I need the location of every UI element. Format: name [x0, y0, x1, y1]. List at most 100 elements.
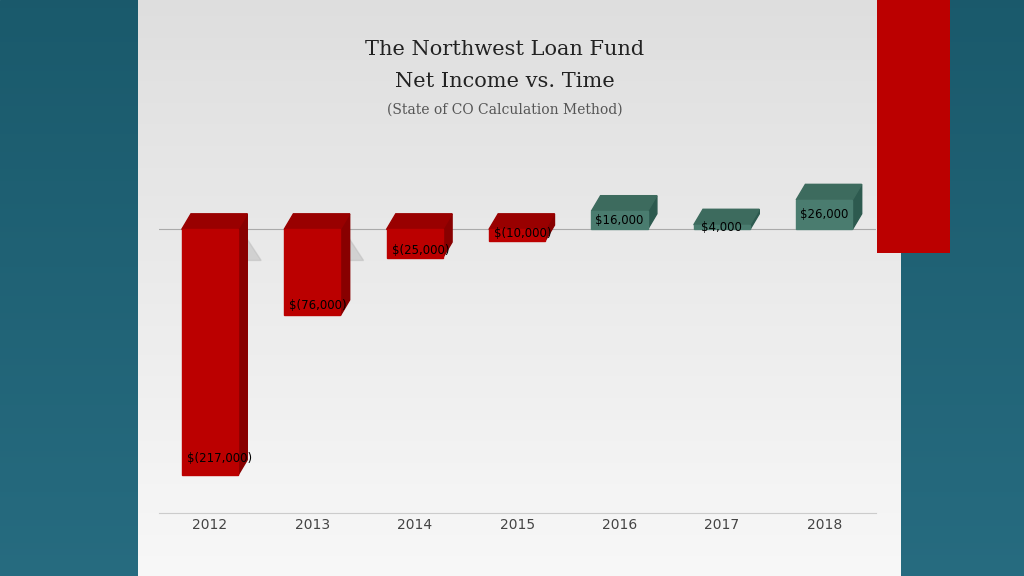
Bar: [0, 242, 1024, 248]
Bar: [0, 230, 1024, 236]
Bar: [0, 265, 1024, 271]
Bar: [0, 248, 1024, 253]
Bar: [138, 403, 901, 410]
Bar: [0, 104, 1024, 109]
Text: Net Income vs. Time: Net Income vs. Time: [394, 72, 614, 91]
Bar: [138, 237, 901, 245]
Polygon shape: [184, 229, 261, 260]
Bar: [0, 392, 1024, 397]
Bar: [0, 294, 1024, 300]
Bar: [0, 415, 1024, 420]
Bar: [138, 86, 901, 93]
Bar: [0, 484, 1024, 490]
Bar: [138, 58, 901, 65]
Bar: [0, 518, 1024, 524]
Bar: [0, 202, 1024, 207]
Bar: [0, 420, 1024, 426]
Bar: [0, 559, 1024, 564]
Bar: [0, 207, 1024, 213]
Bar: [138, 490, 901, 497]
Bar: [138, 569, 901, 576]
Bar: [138, 439, 901, 446]
Bar: [138, 14, 901, 22]
Bar: [0, 52, 1024, 58]
Bar: [0, 346, 1024, 351]
Bar: [138, 187, 901, 195]
Bar: [796, 200, 852, 229]
Bar: [138, 497, 901, 504]
Bar: [0, 449, 1024, 455]
Bar: [0, 225, 1024, 230]
Bar: [0, 0, 1024, 6]
Polygon shape: [182, 214, 248, 229]
Bar: [138, 547, 901, 554]
Bar: [0, 530, 1024, 536]
Bar: [0, 340, 1024, 346]
Bar: [138, 65, 901, 72]
Bar: [138, 511, 901, 518]
Bar: [138, 525, 901, 533]
Bar: [386, 229, 442, 257]
Bar: [0, 507, 1024, 513]
Bar: [0, 495, 1024, 501]
Bar: [0, 305, 1024, 311]
Bar: [138, 108, 901, 115]
Bar: [0, 127, 1024, 132]
Polygon shape: [488, 214, 555, 229]
Bar: [138, 518, 901, 525]
Bar: [0, 363, 1024, 369]
Bar: [138, 504, 901, 511]
Bar: [138, 281, 901, 288]
Bar: [0, 311, 1024, 317]
Bar: [138, 115, 901, 123]
Bar: [182, 229, 238, 475]
Text: $26,000: $26,000: [800, 208, 849, 221]
Bar: [138, 324, 901, 331]
Bar: [0, 40, 1024, 46]
Bar: [0, 150, 1024, 156]
Bar: [138, 418, 901, 425]
Polygon shape: [386, 214, 452, 229]
Bar: [0, 156, 1024, 161]
Bar: [0, 144, 1024, 150]
Bar: [138, 425, 901, 432]
Bar: [0, 409, 1024, 415]
Bar: [138, 101, 901, 108]
Polygon shape: [647, 196, 657, 229]
Polygon shape: [340, 214, 349, 316]
Bar: [138, 302, 901, 310]
Bar: [138, 454, 901, 461]
Bar: [693, 225, 750, 229]
Bar: [488, 229, 545, 241]
Bar: [0, 75, 1024, 81]
Bar: [138, 353, 901, 360]
Bar: [138, 130, 901, 137]
Polygon shape: [592, 196, 657, 211]
Bar: [138, 0, 901, 7]
Bar: [138, 468, 901, 475]
Bar: [0, 553, 1024, 559]
Bar: [0, 426, 1024, 432]
Text: (State of CO Calculation Method): (State of CO Calculation Method): [387, 103, 623, 116]
Polygon shape: [750, 209, 759, 229]
Bar: [0, 323, 1024, 328]
Bar: [0, 138, 1024, 144]
Bar: [0, 276, 1024, 282]
Bar: [138, 374, 901, 382]
Bar: [138, 288, 901, 295]
Bar: [0, 300, 1024, 305]
Bar: [138, 151, 901, 158]
Bar: [0, 547, 1024, 553]
Bar: [138, 310, 901, 317]
Bar: [0, 63, 1024, 69]
Bar: [0, 386, 1024, 392]
Text: $(217,000): $(217,000): [186, 452, 252, 465]
Bar: [138, 180, 901, 187]
Bar: [0, 397, 1024, 403]
Bar: [0, 98, 1024, 104]
Bar: [138, 446, 901, 454]
Bar: [138, 93, 901, 101]
Bar: [0, 328, 1024, 334]
Bar: [138, 360, 901, 367]
Bar: [0, 472, 1024, 478]
